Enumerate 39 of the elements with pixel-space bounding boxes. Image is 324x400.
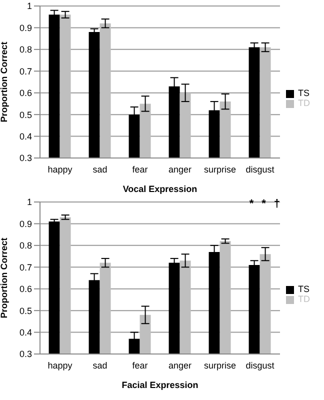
x-tick-label: fear <box>132 360 148 370</box>
x-tick-label: surprise <box>204 360 236 370</box>
legend-label: TD <box>298 294 310 304</box>
legend-label: TS <box>298 284 310 294</box>
y-tick-label: 0.4 <box>19 327 32 338</box>
y-tick-label: 0.9 <box>19 218 32 229</box>
x-tick-label: anger <box>168 164 192 174</box>
x-tick-label: happy <box>48 360 73 370</box>
y-tick-label: 0.6 <box>19 284 32 294</box>
y-tick-label: 0.8 <box>19 240 32 251</box>
y-tick-label: 0.3 <box>19 349 32 360</box>
y-axis-title: Proportion Correct <box>0 238 10 318</box>
x-tick-label: disgust <box>246 164 275 174</box>
x-tick-label: sad <box>92 360 108 370</box>
y-tick-label: 0.7 <box>19 262 32 272</box>
annotation: † <box>274 198 280 210</box>
annotation: * <box>249 198 254 210</box>
y-tick-label: 0.4 <box>19 131 32 142</box>
y-tick-label: 0.5 <box>19 110 32 120</box>
y-tick-label: 0.6 <box>19 88 32 98</box>
legend-label: TS <box>298 88 310 98</box>
y-tick-label: 0.3 <box>19 153 32 164</box>
y-tick-label: 1 <box>26 197 32 208</box>
y-tick-label: 1 <box>26 1 32 12</box>
x-axis-title: Facial Expression <box>122 380 198 390</box>
x-tick-label: disgust <box>246 360 275 370</box>
x-tick-label: anger <box>168 360 192 370</box>
x-tick-label: happy <box>48 164 73 174</box>
y-tick-label: 0.7 <box>19 66 32 76</box>
y-tick-label: 0.5 <box>19 306 32 316</box>
legend-label: TD <box>298 98 310 108</box>
x-tick-label: sad <box>92 164 108 174</box>
x-tick-label: fear <box>132 164 148 174</box>
x-axis-title: Vocal Expression <box>122 184 198 194</box>
y-tick-label: 0.9 <box>19 22 32 33</box>
y-tick-label: 0.8 <box>19 44 32 55</box>
annotation: * <box>262 198 266 210</box>
y-axis-title: Proportion Correct <box>0 42 10 122</box>
x-tick-label: surprise <box>204 164 236 174</box>
